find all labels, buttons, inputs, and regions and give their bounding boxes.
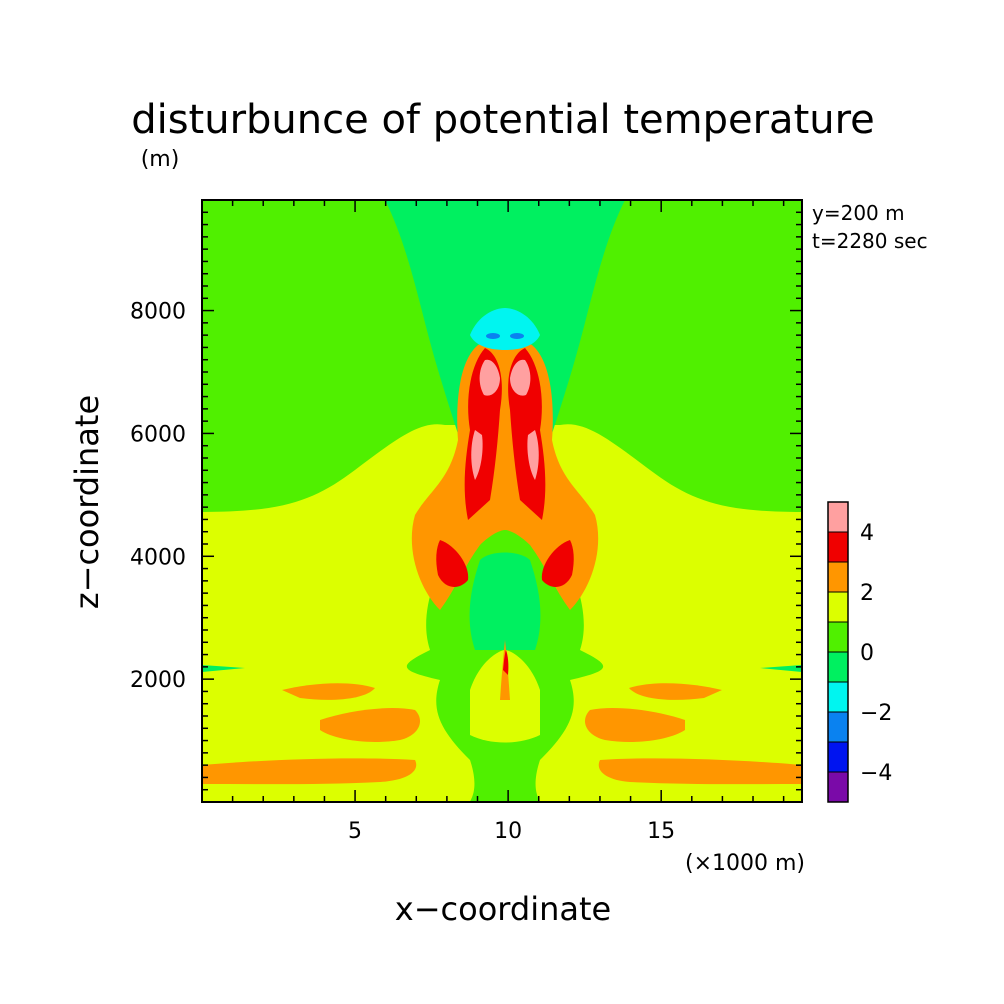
- contour-region-2to3-right-top: [629, 683, 722, 700]
- colorbar-frame: [827, 501, 849, 803]
- contour-region-4to5-right-top: [510, 359, 531, 396]
- contour-region-m1to0-corner-right: [760, 665, 802, 672]
- colorbar-tick-label: 0: [860, 641, 874, 666]
- chart-title: disturbunce of potential temperature: [131, 97, 875, 143]
- contour-region-2to3-left-top: [282, 683, 375, 700]
- contour-region-3to4-left-low: [436, 540, 469, 587]
- y-tick-label: 4000: [130, 545, 186, 570]
- y-tick-label: 8000: [130, 300, 186, 325]
- colorbar-swatch: [827, 501, 849, 533]
- x-tick-label: 5: [348, 819, 362, 844]
- colorbar-swatch: [827, 741, 849, 773]
- y-tick-label: 2000: [130, 668, 186, 693]
- contour-region-3to4-stem: [503, 650, 509, 675]
- colorbar-tick-label: −4: [860, 761, 892, 786]
- x-tick-label: 15: [647, 819, 675, 844]
- colorbar-tick-label: −2: [860, 701, 892, 726]
- colorbar-swatch: [827, 591, 849, 623]
- colorbar-swatch: [827, 621, 849, 653]
- contour-region-4to5-left-top: [479, 359, 500, 396]
- contour-region-2to3-left-strip: [202, 758, 417, 785]
- contour-region-m1to0-corner-left: [202, 665, 245, 672]
- contour-region-3to4-right-low: [541, 540, 574, 587]
- y-axis-unit: (m): [141, 147, 180, 172]
- annotation-t: t=2280 sec: [812, 229, 928, 253]
- contour-region-m1to0-lower: [469, 552, 541, 650]
- contour-region-m3tom2-left: [486, 333, 500, 339]
- colorbar: −4 −2 0 2 4: [827, 501, 892, 803]
- contour-region-4to5-right-low: [527, 430, 539, 480]
- contour-region-m3tom2-right: [510, 333, 524, 339]
- contour-region-2to3-plume: [411, 339, 599, 610]
- x-tick-label: 10: [494, 819, 522, 844]
- y-axis-label: z−coordinate: [68, 395, 106, 609]
- axis-tick-labels: 5 10 15 2000 4000 6000 8000: [130, 300, 675, 844]
- colorbar-swatch: [827, 531, 849, 563]
- contour-region-2to3-left-mid: [320, 708, 420, 742]
- contour-region-1to2-stem: [480, 758, 530, 802]
- contour-region-2to3-right-strip: [598, 758, 802, 785]
- x-axis-label: x−coordinate: [395, 890, 611, 928]
- contour-field: [202, 200, 802, 802]
- colorbar-swatch: [827, 771, 849, 803]
- colorbar-tick-label: 2: [860, 581, 874, 606]
- contour-region-m2tom1-cap: [470, 308, 540, 350]
- colorbar-swatch: [827, 651, 849, 683]
- contour-region-2to3-right-mid: [585, 708, 685, 742]
- plot-frame: [201, 199, 803, 803]
- colorbar-tick-label: 4: [860, 521, 874, 546]
- x-axis-unit: (×1000 m): [685, 851, 805, 876]
- colorbar-swatch: [827, 681, 849, 713]
- y-tick-label: 6000: [130, 422, 186, 447]
- contour-region-4to5-left-low: [471, 430, 483, 480]
- annotation-y: y=200 m: [812, 201, 905, 225]
- axis-ticks: [202, 200, 802, 802]
- colorbar-swatch: [827, 711, 849, 743]
- colorbar-swatch: [827, 561, 849, 593]
